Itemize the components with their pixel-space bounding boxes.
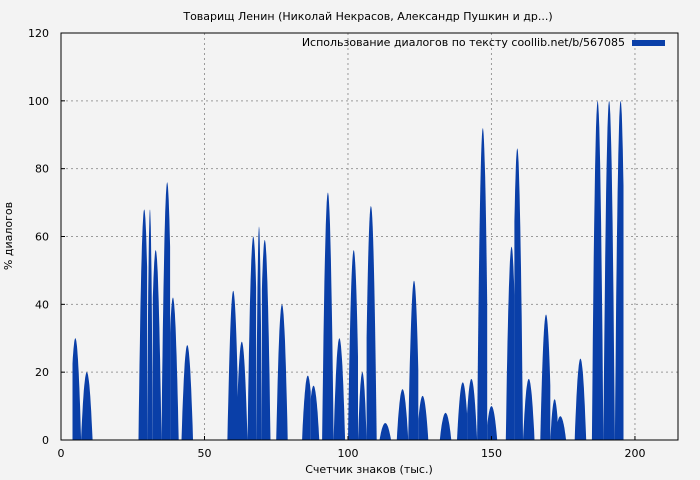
dialog-peak xyxy=(439,412,452,440)
x-axis-label: Счетчик знаков (тыс.) xyxy=(305,463,433,476)
x-tick-label: 150 xyxy=(481,447,502,460)
dialog-peak xyxy=(310,385,320,440)
dialog-peak xyxy=(181,345,193,440)
dialog-peak xyxy=(348,250,358,440)
dialog-peak xyxy=(152,250,162,440)
dialog-peak xyxy=(72,338,82,440)
legend: Использование диалогов по тексту coollib… xyxy=(302,36,665,49)
x-tick-label: 200 xyxy=(624,447,645,460)
dialog-peak xyxy=(408,280,419,440)
dialog-peak xyxy=(603,101,615,441)
dialog-peak xyxy=(170,297,179,440)
y-tick-label: 120 xyxy=(28,27,49,40)
x-tick-label: 50 xyxy=(197,447,211,460)
y-tick-label: 0 xyxy=(42,434,49,447)
legend-label: Использование диалогов по тексту coollib… xyxy=(302,36,625,49)
dialog-peak xyxy=(477,128,488,440)
dialog-peak xyxy=(550,399,558,440)
dialog-peak xyxy=(457,382,468,440)
dialog-peak xyxy=(333,338,346,440)
dialog-peak xyxy=(276,304,288,440)
dialog-peak xyxy=(322,192,334,440)
y-tick-label: 40 xyxy=(35,298,49,311)
dialog-peak xyxy=(614,101,624,440)
x-axis-ticks: 0 50 100 150 200 xyxy=(58,436,645,460)
dialog-peak xyxy=(147,209,153,440)
dialog-peak xyxy=(358,372,367,440)
dialog-peak xyxy=(302,375,311,440)
dialog-peak xyxy=(396,389,409,440)
dialog-peak xyxy=(161,182,171,441)
y-tick-label: 20 xyxy=(35,366,49,379)
dialog-peak xyxy=(523,379,535,440)
dialog-peak xyxy=(366,206,377,440)
dialog-peak xyxy=(467,379,478,440)
dialog-peak xyxy=(237,341,248,440)
dialog-peak xyxy=(591,101,604,441)
dialog-peak xyxy=(574,358,587,440)
y-tick-label: 60 xyxy=(35,231,49,244)
dialog-peak xyxy=(487,406,498,440)
dialog-peak xyxy=(379,423,391,440)
bars xyxy=(72,101,624,441)
dialog-peak xyxy=(227,290,238,440)
legend-swatch xyxy=(632,40,665,46)
dialog-peak xyxy=(505,246,515,440)
y-tick-label: 80 xyxy=(35,163,49,176)
y-axis-ticks: 0 20 40 60 80 100 120 xyxy=(28,27,65,447)
dialog-peak xyxy=(540,314,551,440)
dialog-peak xyxy=(557,416,567,440)
x-tick-label: 0 xyxy=(58,447,65,460)
y-tick-label: 100 xyxy=(28,95,49,108)
dialog-peak xyxy=(261,240,271,440)
dialog-peak xyxy=(81,372,93,440)
dialog-peak xyxy=(514,148,523,440)
dialog-peak xyxy=(418,395,429,440)
chart-title: Товарищ Ленин (Николай Некрасов, Алексан… xyxy=(182,10,552,23)
dialog-peak xyxy=(138,209,148,440)
dialog-peak xyxy=(247,236,257,440)
dialog-peak xyxy=(256,226,262,440)
y-axis-label: % диалогов xyxy=(2,202,15,270)
x-tick-label: 100 xyxy=(337,447,358,460)
